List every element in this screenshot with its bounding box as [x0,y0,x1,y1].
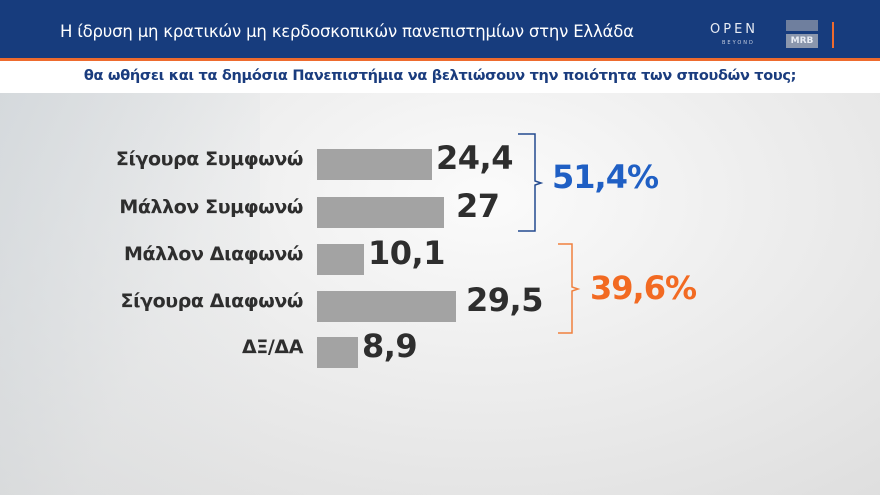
bar [317,337,358,368]
bar [317,291,456,322]
category-label: Μάλλον Διαφωνώ [123,243,303,265]
category-label: Σίγουρα Συμφωνώ [115,148,304,170]
value-label: 29,5 [466,281,543,319]
value-label: 27 [456,187,500,225]
mrb-logo: MRB [786,20,818,48]
value-label: 10,1 [368,234,445,272]
mrb-logo-text: MRB [786,34,818,48]
category-label: Σίγουρα Διαφωνώ [120,290,304,312]
category-label: ΔΞ/ΔΑ [241,336,303,358]
agree-total: 51,4% [552,158,659,196]
agree-bracket [518,133,544,232]
disagree-bracket [558,243,581,334]
accent-divider [0,58,880,61]
value-label: 24,4 [436,139,513,177]
chart-row: ΔΞ/ΔΑ 8,9 [0,327,600,368]
background-decoration [0,90,260,495]
header-bar: Η ίδρυση μη κρατικών μη κερδοσκοπικών πα… [0,0,880,58]
subtitle-bar: θα ωθήσει και τα δημόσια Πανεπιστήμια να… [0,61,880,93]
chart-row: Σίγουρα Διαφωνώ 29,5 [0,281,600,322]
chart-question: θα ωθήσει και τα δημόσια Πανεπιστήμια να… [83,68,797,84]
open-logo: OPEN [710,22,759,37]
chart-row: Μάλλον Διαφωνώ 10,1 [0,234,600,275]
disagree-total: 39,6% [590,269,697,307]
bar [317,197,444,228]
chart-row: Μάλλον Συμφωνώ 27 [0,187,600,228]
chart-row: Σίγουρα Συμφωνώ 24,4 [0,139,600,180]
bar [317,244,364,275]
logo-separator [832,22,834,48]
value-label: 8,9 [362,327,418,365]
open-beyond-logo-text: BEYOND [722,40,755,46]
bar [317,149,432,180]
category-label: Μάλλον Συμφωνώ [119,196,303,218]
header-title: Η ίδρυση μη κρατικών μη κερδοσκοπικών πα… [60,22,634,41]
